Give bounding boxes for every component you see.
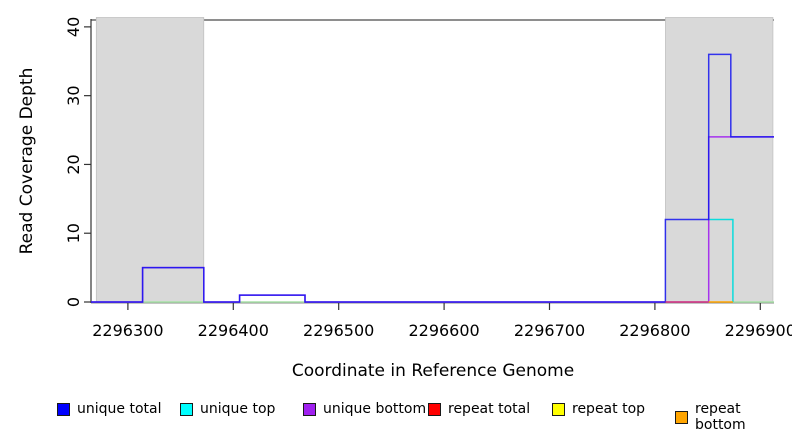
- x-tick-label: 2296800: [619, 321, 690, 340]
- x-tick-label: 2296600: [408, 321, 479, 340]
- y-tick-label: 30: [64, 85, 83, 105]
- x-tick-label: 2296500: [303, 321, 374, 340]
- y-tick-label: 10: [64, 223, 83, 243]
- x-axis-title: Coordinate in Reference Genome: [291, 361, 575, 381]
- y-tick-label: 0: [64, 297, 83, 307]
- y-axis-title: Read Coverage Depth: [17, 67, 37, 255]
- series-unique-total: [91, 53, 774, 303]
- y-tick-label: 40: [64, 17, 83, 37]
- x-tick-label: 2296900: [725, 321, 792, 340]
- shaded-region-2: [665, 17, 774, 303]
- y-tick-label: 20: [64, 154, 83, 174]
- shaded-region-1: [95, 17, 205, 303]
- series-unique-top: [708, 218, 734, 302]
- x-tick-label: 2296400: [198, 321, 269, 340]
- x-tick-label: 2296300: [92, 321, 163, 340]
- x-tick-label: 2296700: [514, 321, 585, 340]
